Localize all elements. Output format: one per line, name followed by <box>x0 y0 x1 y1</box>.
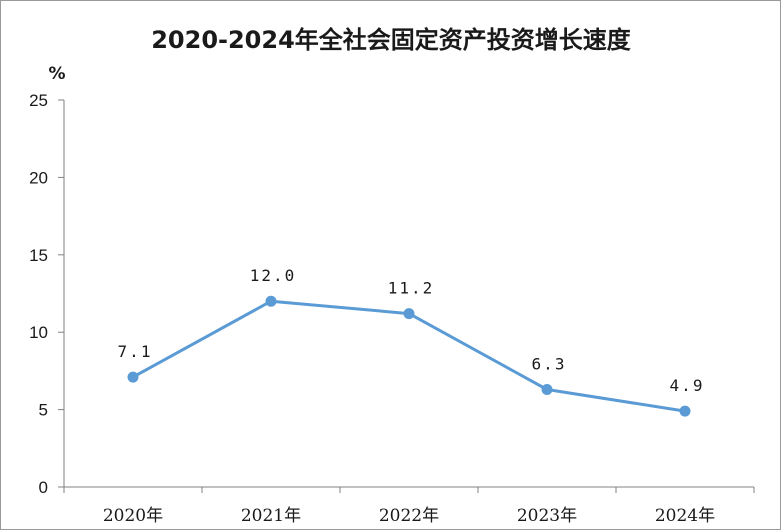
y-tick-label: 5 <box>39 401 48 420</box>
y-unit-label: % <box>48 64 65 84</box>
y-tick-label: 10 <box>29 323 48 342</box>
data-label: 6.3 <box>532 354 567 373</box>
data-point <box>265 295 277 307</box>
y-tick-label: 0 <box>39 478 48 497</box>
y-tick-label: 25 <box>29 91 48 110</box>
data-label: 11.2 <box>388 279 435 298</box>
data-point <box>679 405 691 417</box>
series-line-group <box>127 295 691 417</box>
data-point <box>127 371 139 383</box>
data-point <box>403 308 415 320</box>
data-label: 4.9 <box>670 376 705 395</box>
data-label: 7.1 <box>118 342 153 361</box>
data-label: 12.0 <box>250 266 297 285</box>
x-tick-label: 2024年 <box>655 506 715 526</box>
x-tick-label: 2022年 <box>379 506 439 526</box>
axes: 0 5 10 15 20 25 2020年 2021年 2022年 2023年 2024年 <box>29 91 755 526</box>
chart-title: 2020-2024年全社会固定资产投资增长速度 <box>151 26 632 54</box>
y-tick-label: 20 <box>29 168 48 187</box>
y-tick-label: 15 <box>29 246 48 265</box>
x-tick-label: 2023年 <box>517 506 577 526</box>
x-tick-label: 2020年 <box>103 506 163 526</box>
data-labels: 7.1 12.0 11.2 6.3 4.9 <box>118 266 705 395</box>
x-tick-label: 2021年 <box>241 506 301 526</box>
data-point <box>541 383 553 395</box>
